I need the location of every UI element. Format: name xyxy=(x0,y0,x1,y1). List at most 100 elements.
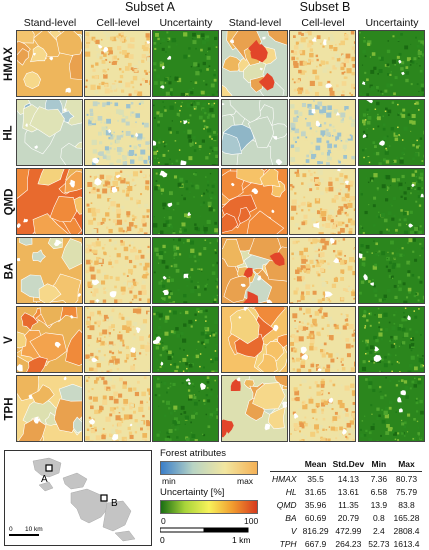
subset-b-title: Subset B xyxy=(299,0,351,14)
map-panel-qmd-cell-a xyxy=(84,168,151,235)
uncertainty-legend-min: 0 xyxy=(161,516,166,526)
map-panel-v-cell-a xyxy=(84,306,151,373)
map-panel-tph-uncert-b xyxy=(358,375,425,442)
table-row: TPH 667.9 264.23 52.73 1613.4 xyxy=(270,537,422,550)
panel-scalebar: 0 1 km xyxy=(160,527,250,545)
stats-cell-mean: 60.69 xyxy=(304,512,327,523)
stats-header-max: Max xyxy=(391,459,422,472)
stats-cell-max: 75.79 xyxy=(395,486,418,497)
stats-cell-min: 0.8 xyxy=(372,512,385,523)
map-panel-v-stand-b xyxy=(221,306,288,373)
stats-cell-max: 83.8 xyxy=(398,499,415,510)
row-label-hl: HL xyxy=(3,124,15,141)
panel-scale-0: 0 xyxy=(160,535,165,545)
table-row: BA 60.69 20.79 0.8 165.28 xyxy=(270,511,422,524)
col-header-uncert-b: Uncertainty xyxy=(365,17,419,29)
islands-shape xyxy=(32,457,136,542)
stats-cell-stddev: 20.79 xyxy=(337,512,360,523)
table-row: V 816.29 472.99 2.4 2808.4 xyxy=(270,524,422,537)
stats-cell-stddev: 472.99 xyxy=(335,525,362,536)
panel-scale-1km: 1 km xyxy=(232,535,250,545)
map-panel-tph-stand-b xyxy=(221,375,288,442)
stats-cell-max: 165.28 xyxy=(393,512,420,523)
subset-a-title: Subset A xyxy=(124,0,176,14)
stats-cell-max: 80.73 xyxy=(395,473,418,484)
uncertainty-legend-title: Uncertainty [%] xyxy=(160,487,225,498)
stats-cell-min: 13.9 xyxy=(370,499,388,510)
map-panel-ba-uncert-b xyxy=(358,237,425,304)
map-panel-qmd-cell-b xyxy=(289,168,356,235)
map-panel-qmd-uncert-a xyxy=(152,168,219,235)
stats-header-blank xyxy=(270,459,301,472)
stats-header-row: Mean Std.Dev Min Max xyxy=(270,459,422,472)
stats-cell-mean: 35.96 xyxy=(304,499,327,510)
col-header-stand-a: Stand-level xyxy=(23,17,77,29)
stats-header-mean: Mean xyxy=(300,459,331,472)
stats-cell-stddev: 11.35 xyxy=(338,499,359,510)
stats-cell-mean: 667.9 xyxy=(304,538,327,549)
map-panel-v-uncert-b xyxy=(358,306,425,373)
map-panel-hmax-stand-b xyxy=(221,30,288,97)
map-panel-hl-uncert-b xyxy=(358,99,425,166)
map-panel-tph-uncert-a xyxy=(152,375,219,442)
map-panel-hmax-stand-a xyxy=(16,30,83,97)
forest-legend-min: min xyxy=(162,476,176,486)
stats-cell-stddev: 264.23 xyxy=(335,538,362,549)
row-label-v: V xyxy=(2,335,15,344)
overview-map-svg: A B 0 10 km xyxy=(9,457,136,542)
row-label-qmd: QMD xyxy=(3,188,15,215)
map-panel-hl-cell-a xyxy=(84,99,151,166)
stats-cell-stddev: 13.61 xyxy=(337,486,360,497)
map-panel-hl-cell-b xyxy=(289,99,356,166)
forest-legend-title: Forest atributes xyxy=(160,448,226,459)
table-row: HMAX 35.5 14.13 7.36 80.73 xyxy=(270,472,422,486)
stats-cell-var: BA xyxy=(285,512,297,523)
map-panel-hl-stand-b xyxy=(221,99,288,166)
map-panel-hmax-cell-a xyxy=(84,30,151,97)
row-label-ba: BA xyxy=(3,262,15,279)
stats-cell-var: QMD xyxy=(276,499,297,510)
map-panel-ba-uncert-a xyxy=(152,237,219,304)
stats-cell-max: 2808.4 xyxy=(393,525,420,536)
overview-scale-0: 0 xyxy=(9,526,13,533)
map-panel-tph-stand-a xyxy=(16,375,83,442)
overview-scale-10: 10 km xyxy=(25,526,43,533)
col-header-uncert-a: Uncertainty xyxy=(159,17,213,29)
map-panel-hmax-uncert-b xyxy=(358,30,425,97)
stats-cell-min: 2.4 xyxy=(372,525,385,536)
stats-cell-stddev: 14.13 xyxy=(337,473,360,484)
stats-cell-mean: 31.65 xyxy=(304,486,327,497)
subset-b-marker xyxy=(100,494,108,502)
overview-label-b: B xyxy=(111,498,118,509)
table-row: QMD 35.96 11.35 13.9 83.8 xyxy=(270,498,422,511)
overview-map: A B 0 10 km xyxy=(4,450,152,546)
stats-header-stddev: Std.Dev xyxy=(330,459,367,472)
forest-legend-colorbar xyxy=(160,461,258,475)
stats-cell-var: HL xyxy=(285,486,297,497)
map-panel-hmax-uncert-a xyxy=(152,30,219,97)
table-row: HL 31.65 13.61 6.58 75.79 xyxy=(270,485,422,498)
stats-header-min: Min xyxy=(366,459,392,472)
stats-cell-var: TPH xyxy=(279,538,297,549)
map-panel-tph-cell-a xyxy=(84,375,151,442)
map-panel-ba-stand-b xyxy=(221,237,288,304)
map-panel-v-cell-b xyxy=(289,306,356,373)
map-panel-qmd-uncert-b xyxy=(358,168,425,235)
overview-label-a: A xyxy=(41,474,48,485)
stats-cell-var: V xyxy=(290,525,297,536)
map-panel-ba-stand-a xyxy=(16,237,83,304)
statistics-table: Mean Std.Dev Min Max HMAX 35.5 14.13 7.3… xyxy=(270,459,422,550)
uncertainty-legend-max: 100 xyxy=(244,516,259,526)
map-panel-hl-uncert-a xyxy=(152,99,219,166)
stats-cell-mean: 816.29 xyxy=(302,525,329,536)
subset-a-marker xyxy=(45,464,53,472)
row-label-tph: TPH xyxy=(3,397,15,420)
stats-cell-min: 7.36 xyxy=(370,473,388,484)
col-header-cell-b: Cell-level xyxy=(301,17,345,29)
map-panel-qmd-stand-b xyxy=(221,168,288,235)
map-panel-ba-cell-a xyxy=(84,237,151,304)
stats-cell-min: 6.58 xyxy=(370,486,388,497)
col-header-cell-a: Cell-level xyxy=(96,17,140,29)
map-panel-hmax-cell-b xyxy=(289,30,356,97)
map-panel-ba-cell-b xyxy=(289,237,356,304)
